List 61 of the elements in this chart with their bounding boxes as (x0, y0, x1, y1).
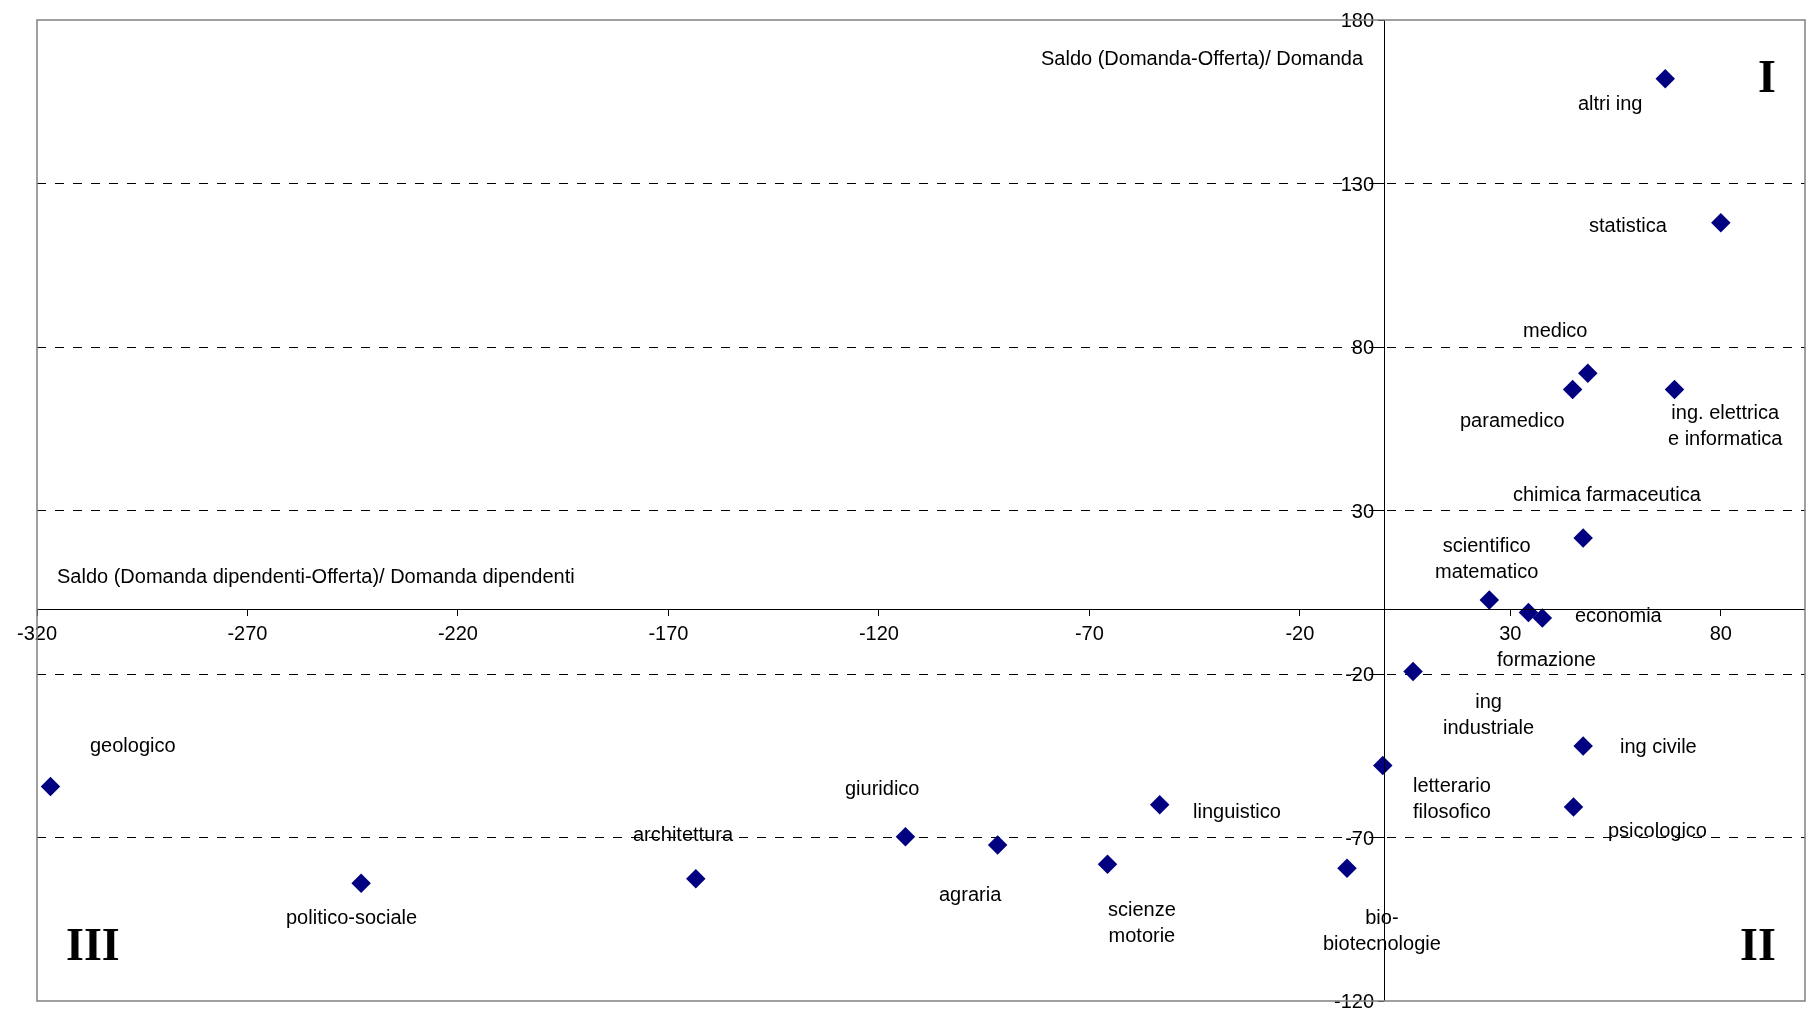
annotation: formazione (1497, 648, 1596, 670)
x-tick-label: -70 (1074, 621, 1104, 644)
y-tick-label: 180 (1340, 9, 1375, 31)
point (987, 835, 1008, 855)
y-tick-label: -20 (1345, 663, 1375, 685)
point (1573, 736, 1593, 756)
x-tick-label: -220 (437, 621, 478, 644)
point (1563, 797, 1584, 817)
point (1562, 379, 1583, 400)
annotation: II (1740, 919, 1776, 970)
y-tick-label: 30 (1351, 499, 1375, 522)
annotation: economia (1575, 604, 1663, 626)
annotation: I (1758, 51, 1776, 102)
point (1149, 795, 1170, 815)
annotation: ing industriale (1443, 690, 1535, 738)
point (895, 827, 916, 847)
annotation: III (66, 919, 120, 970)
annotation: politico-sociale (286, 906, 418, 928)
annotation: statistica (1589, 214, 1668, 236)
point (1403, 661, 1423, 682)
annotation: geologico (90, 734, 176, 756)
point (351, 873, 371, 894)
x-tick-label: -20 (1285, 621, 1315, 644)
point (686, 868, 706, 889)
annotation: altri ing (1578, 92, 1643, 114)
point (1711, 212, 1731, 233)
annotation: ing civile (1620, 735, 1697, 757)
x-tick-label: 80 (1709, 621, 1732, 644)
annotation: chimica farmaceutica (1513, 483, 1702, 505)
annotation: letterario filosofico (1413, 774, 1491, 822)
point (1532, 608, 1553, 628)
point (1664, 379, 1685, 400)
point (1479, 590, 1500, 610)
annotation: paramedico (1460, 409, 1565, 431)
point (1655, 69, 1675, 89)
annotation: scientifico matematico (1435, 534, 1539, 582)
x-tick-label: -170 (648, 621, 689, 644)
point (1578, 363, 1598, 383)
annotation: architettura (633, 823, 734, 845)
point (1573, 528, 1593, 548)
annotation: linguistico (1193, 800, 1281, 822)
annotation: ing. elettrica e informatica (1668, 401, 1784, 449)
point (1097, 854, 1118, 875)
x-tick-label: 30 (1499, 621, 1522, 644)
x-axis-title: Saldo (Domanda dipendenti-Offerta)/ Domanda dipendenti (57, 565, 575, 587)
y-tick-label: 130 (1340, 172, 1375, 195)
y-axis-title: Saldo (Domanda-Offerta)/ Domanda (1041, 47, 1364, 69)
x-tick-label: -120 (858, 621, 899, 644)
x-tick-label: -320 (16, 621, 58, 644)
point (40, 776, 61, 797)
annotation: psicologico (1608, 819, 1707, 841)
annotation: agraria (939, 883, 1003, 905)
x-tick-label: -270 (227, 621, 268, 644)
annotation: scienze motorie (1108, 898, 1176, 946)
annotation: medico (1523, 319, 1588, 341)
annotation: giuridico (845, 777, 920, 799)
y-tick-label: -70 (1345, 826, 1375, 849)
point (1373, 755, 1393, 776)
point (1337, 858, 1357, 878)
y-tick-label: 80 (1351, 336, 1375, 358)
y-tick-label: -120 (1334, 990, 1375, 1012)
